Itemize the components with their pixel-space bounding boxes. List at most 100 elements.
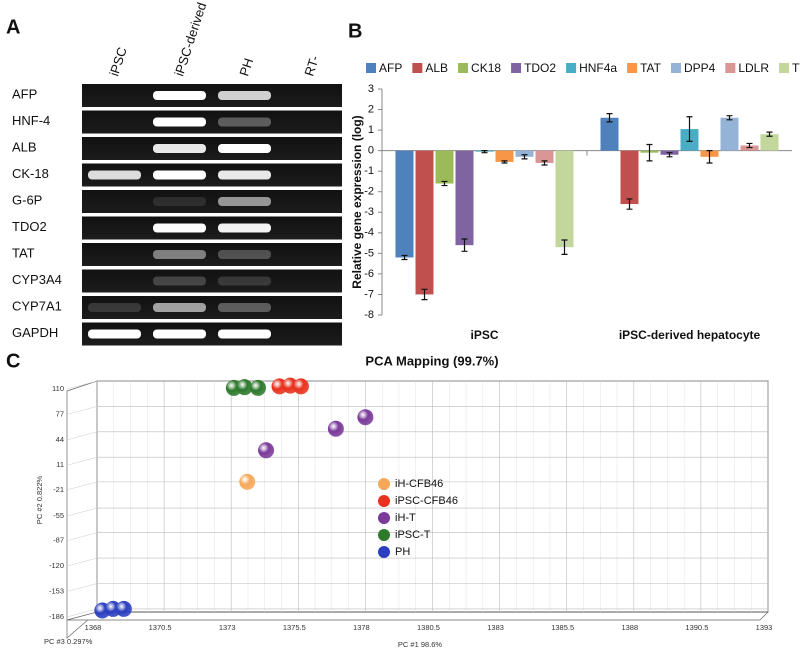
gel-row-label: TDO2 xyxy=(12,219,47,234)
gel-row-label: CK-18 xyxy=(12,166,49,181)
gel-band xyxy=(218,197,271,206)
x-tick-label: 1385.5 xyxy=(551,623,574,632)
legend-marker xyxy=(378,478,390,490)
legend-swatch xyxy=(627,63,638,73)
gel-column-label: PH xyxy=(236,56,256,78)
legend-marker xyxy=(378,546,390,558)
gel-strip xyxy=(82,269,342,293)
y-tick-label: -186 xyxy=(49,612,64,621)
y-tick-label: 77 xyxy=(56,409,64,418)
bar xyxy=(535,150,554,163)
wall-grid xyxy=(66,557,98,567)
y-tick-label: -7 xyxy=(364,288,374,300)
y-tick-label: -5 xyxy=(364,247,374,259)
x-tick-label: iPSC-derived hepatocyte xyxy=(619,328,761,342)
y-tick-label: 3 xyxy=(368,83,374,95)
error-bar xyxy=(501,160,508,164)
gel-band xyxy=(218,303,271,312)
error-bar xyxy=(706,150,713,164)
y-tick-label: 44 xyxy=(56,435,64,444)
bar-panel: -8 -7 -6 -5 -4 -3 -2 -1 0 1 2 3 Relative gene expres… xyxy=(350,61,800,342)
y-tick-label: -3 xyxy=(364,206,374,218)
legend-label: LDLR xyxy=(738,61,769,75)
gel-row-label: CYP3A4 xyxy=(12,272,62,287)
gel-strip xyxy=(82,84,342,107)
gel-row-label: CYP7A1 xyxy=(12,298,62,313)
gel-column-label: iPSC xyxy=(106,45,129,78)
wall-grid xyxy=(66,507,98,517)
y-axis-title: PC #2 0.822% xyxy=(35,475,44,524)
y-tick-label: -8 xyxy=(364,309,374,321)
x-axis-title: PC #1 98.6% xyxy=(398,640,443,649)
legend-swatch xyxy=(779,63,790,73)
wall-grid xyxy=(66,456,98,466)
x-tick-label: 1388 xyxy=(621,623,638,632)
gel-band xyxy=(218,250,271,259)
gel-row-label: ALB xyxy=(12,139,37,154)
gel-strip xyxy=(82,163,342,187)
legend-swatch xyxy=(511,63,522,73)
wall-grid xyxy=(66,481,98,491)
error-bar xyxy=(686,116,693,142)
legend-label: iH-CFB46 xyxy=(395,478,443,490)
error-bar xyxy=(666,152,673,158)
point xyxy=(357,409,374,426)
gel-row-label: TAT xyxy=(12,245,35,260)
gel-strip xyxy=(82,216,342,240)
legend-label: TTR xyxy=(792,61,800,75)
panel-letter: B xyxy=(348,20,362,42)
legend-marker xyxy=(378,495,390,507)
chart-title: PCA Mapping (99.7%) xyxy=(365,353,498,368)
gel-band xyxy=(153,170,206,180)
error-bar xyxy=(521,154,528,160)
y-tick-label: 11 xyxy=(56,460,64,469)
wall-grid xyxy=(66,532,98,541)
gel-band xyxy=(88,329,141,339)
gel-band xyxy=(153,197,206,206)
point xyxy=(292,378,309,395)
error-bar xyxy=(401,254,408,261)
legend-swatch xyxy=(458,63,469,73)
error-bar xyxy=(626,198,633,210)
bar xyxy=(760,134,779,151)
legend-swatch xyxy=(366,63,376,73)
error-bar xyxy=(646,143,653,162)
x-tick-label: 1383 xyxy=(487,623,504,632)
legend-label: DPP4 xyxy=(684,61,716,75)
point xyxy=(239,473,256,490)
gel-panel: iPSC iPSC-derived hepatocyte PH RT- AFP HNF-4… xyxy=(12,0,342,346)
wall-grid xyxy=(66,406,98,415)
error-bar xyxy=(441,180,448,187)
gel-band xyxy=(153,276,206,286)
x-tick-label: 1375.5 xyxy=(283,623,306,632)
legend-label: CK18 xyxy=(471,61,501,75)
legend-marker xyxy=(378,529,390,541)
legend-swatch xyxy=(412,63,423,73)
x-tick-label: 1393 xyxy=(756,623,773,632)
y-axis-title: Relative gene expression (log) xyxy=(350,115,364,288)
bar xyxy=(435,150,454,184)
y-tick-label: -4 xyxy=(364,227,374,239)
error-bar xyxy=(726,115,733,121)
x-tick-label: 1370.5 xyxy=(149,623,172,632)
point xyxy=(236,379,253,396)
bar xyxy=(720,117,739,151)
gel-strip xyxy=(82,137,342,160)
legend-marker xyxy=(378,512,390,524)
legend-label: iPSC-CFB46 xyxy=(395,495,458,507)
error-bar xyxy=(461,238,468,252)
x-tick-label: iPSC xyxy=(470,328,498,342)
gel-row-label: GAPDH xyxy=(12,325,58,340)
gel-row-label: G-6P xyxy=(12,192,42,207)
bar xyxy=(495,150,514,162)
wall-grid xyxy=(66,583,98,592)
bar xyxy=(555,150,574,248)
error-bar xyxy=(766,131,773,137)
y-tick-label: 1 xyxy=(368,124,374,136)
error-bar xyxy=(746,142,753,149)
gel-band xyxy=(153,303,206,312)
x-tick-label: 1378 xyxy=(353,623,370,632)
gel-band xyxy=(88,170,141,180)
legend-label: iPSC-T xyxy=(395,529,431,541)
gel-row-label: HNF-4 xyxy=(12,113,50,128)
